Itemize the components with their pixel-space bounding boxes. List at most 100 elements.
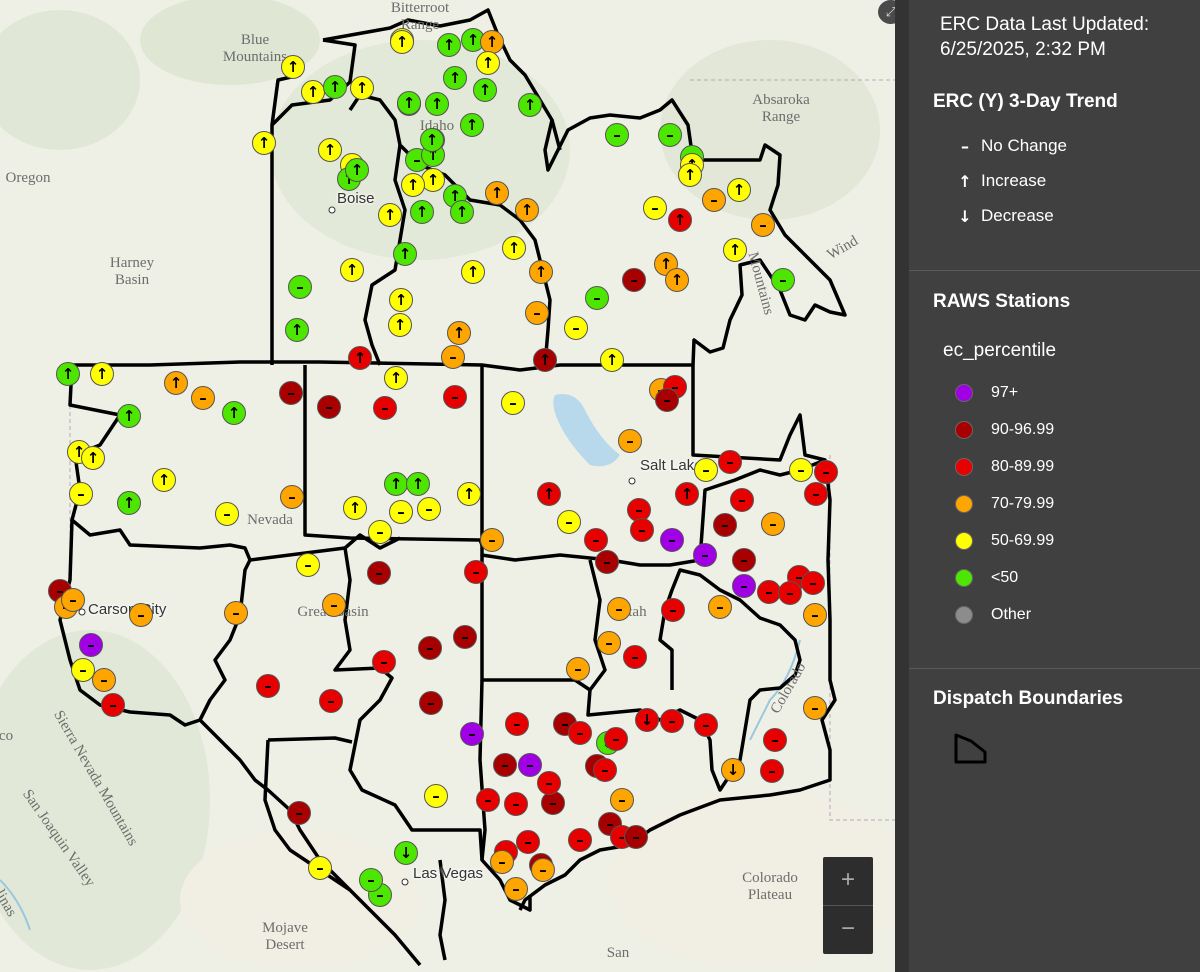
raws-station[interactable]: – — [760, 759, 784, 783]
raws-station[interactable]: – — [191, 386, 215, 410]
raws-station[interactable]: – — [607, 597, 631, 621]
raws-station[interactable]: – — [279, 381, 303, 405]
raws-station[interactable]: – — [597, 631, 621, 655]
raws-station[interactable]: – — [101, 693, 125, 717]
raws-station[interactable]: ↑ — [480, 30, 504, 54]
zoom-out-button[interactable]: − — [823, 906, 873, 954]
raws-station[interactable]: ↑ — [281, 55, 305, 79]
raws-station[interactable]: ↑ — [397, 91, 421, 115]
raws-station[interactable]: ↑ — [518, 93, 542, 117]
raws-station[interactable]: – — [61, 588, 85, 612]
raws-station[interactable]: ↑ — [90, 362, 114, 386]
raws-station[interactable]: – — [69, 482, 93, 506]
raws-station[interactable]: ↑ — [252, 131, 276, 155]
raws-station[interactable]: ↑ — [437, 33, 461, 57]
raws-station[interactable]: – — [757, 580, 781, 604]
raws-station[interactable]: – — [441, 345, 465, 369]
raws-station[interactable]: – — [424, 784, 448, 808]
raws-station[interactable]: – — [464, 560, 488, 584]
raws-station[interactable]: – — [623, 645, 647, 669]
raws-station[interactable]: – — [566, 657, 590, 681]
expand-icon[interactable]: ⤢ — [878, 0, 895, 24]
raws-station[interactable]: ↓ — [394, 841, 418, 865]
raws-station[interactable]: ↑ — [678, 163, 702, 187]
raws-station[interactable]: ↑ — [476, 51, 500, 75]
raws-station[interactable]: – — [610, 788, 634, 812]
raws-station[interactable]: ↑ — [318, 138, 342, 162]
raws-station[interactable]: – — [730, 488, 754, 512]
raws-station[interactable]: – — [655, 388, 679, 412]
raws-station[interactable]: – — [493, 753, 517, 777]
raws-station[interactable]: ↑ — [164, 371, 188, 395]
raws-station[interactable]: – — [658, 123, 682, 147]
raws-station[interactable]: – — [605, 123, 629, 147]
raws-station[interactable]: – — [280, 485, 304, 509]
raws-station[interactable]: – — [322, 593, 346, 617]
raws-station[interactable]: – — [557, 510, 581, 534]
raws-station[interactable]: – — [694, 458, 718, 482]
raws-station[interactable]: – — [368, 520, 392, 544]
raws-station[interactable]: – — [92, 668, 116, 692]
raws-station[interactable]: – — [693, 543, 717, 567]
raws-station[interactable]: – — [585, 286, 609, 310]
raws-station[interactable]: ↑ — [56, 362, 80, 386]
raws-station[interactable]: – — [531, 858, 555, 882]
raws-station[interactable]: ↑ — [447, 321, 471, 345]
raws-station[interactable]: ↑ — [533, 348, 557, 372]
raws-station[interactable]: – — [814, 460, 838, 484]
raws-station[interactable]: ↑ — [350, 76, 374, 100]
raws-station[interactable]: – — [308, 856, 332, 880]
raws-station[interactable]: – — [501, 391, 525, 415]
raws-station[interactable]: – — [627, 498, 651, 522]
raws-station[interactable]: – — [604, 727, 628, 751]
raws-station[interactable]: ↑ — [390, 30, 414, 54]
raws-station[interactable]: ↑ — [340, 258, 364, 282]
raws-station[interactable]: – — [568, 828, 592, 852]
raws-station[interactable]: ↑ — [345, 158, 369, 182]
raws-station[interactable]: ↑ — [388, 313, 412, 337]
raws-station[interactable]: – — [694, 713, 718, 737]
raws-station[interactable]: ↑ — [384, 366, 408, 390]
raws-station[interactable]: – — [643, 196, 667, 220]
raws-station[interactable]: ↑ — [460, 113, 484, 137]
raws-station[interactable]: – — [732, 548, 756, 572]
raws-station[interactable]: – — [622, 268, 646, 292]
raws-station[interactable]: – — [504, 792, 528, 816]
raws-station[interactable]: – — [288, 275, 312, 299]
raws-station[interactable]: ↑ — [81, 446, 105, 470]
raws-station[interactable]: – — [761, 512, 785, 536]
raws-station[interactable]: – — [418, 636, 442, 660]
raws-station[interactable]: – — [661, 598, 685, 622]
raws-station[interactable]: ↑ — [389, 288, 413, 312]
raws-station[interactable]: – — [803, 603, 827, 627]
raws-station[interactable]: – — [564, 316, 588, 340]
raws-station[interactable]: – — [367, 561, 391, 585]
raws-station[interactable]: – — [593, 758, 617, 782]
raws-station[interactable]: – — [129, 603, 153, 627]
raws-station[interactable]: – — [215, 502, 239, 526]
raws-station[interactable]: ↑ — [152, 468, 176, 492]
raws-station[interactable]: ↑ — [537, 482, 561, 506]
raws-station[interactable]: – — [443, 385, 467, 409]
raws-station[interactable]: ↑ — [425, 92, 449, 116]
raws-station[interactable]: ↑ — [222, 401, 246, 425]
raws-station[interactable]: ↑ — [301, 80, 325, 104]
raws-station[interactable]: ↑ — [727, 178, 751, 202]
raws-station[interactable]: – — [763, 728, 787, 752]
raws-station[interactable]: ↓ — [635, 708, 659, 732]
raws-station[interactable]: ↑ — [675, 482, 699, 506]
raws-station[interactable]: – — [319, 689, 343, 713]
map-view[interactable]: Bitterroot Range Blue Mountains Oregon Harney… — [0, 0, 895, 972]
raws-station[interactable]: – — [287, 801, 311, 825]
raws-station[interactable]: ↓ — [721, 758, 745, 782]
raws-station[interactable]: ↑ — [420, 128, 444, 152]
raws-station[interactable]: ↑ — [348, 346, 372, 370]
raws-station[interactable]: ↑ — [515, 198, 539, 222]
raws-station[interactable]: ↑ — [323, 75, 347, 99]
raws-station[interactable]: ↑ — [421, 168, 445, 192]
raws-station[interactable]: ↑ — [443, 66, 467, 90]
raws-station[interactable]: ↑ — [117, 404, 141, 428]
raws-station[interactable]: ↑ — [665, 268, 689, 292]
raws-station[interactable]: – — [525, 301, 549, 325]
raws-station[interactable]: – — [71, 658, 95, 682]
